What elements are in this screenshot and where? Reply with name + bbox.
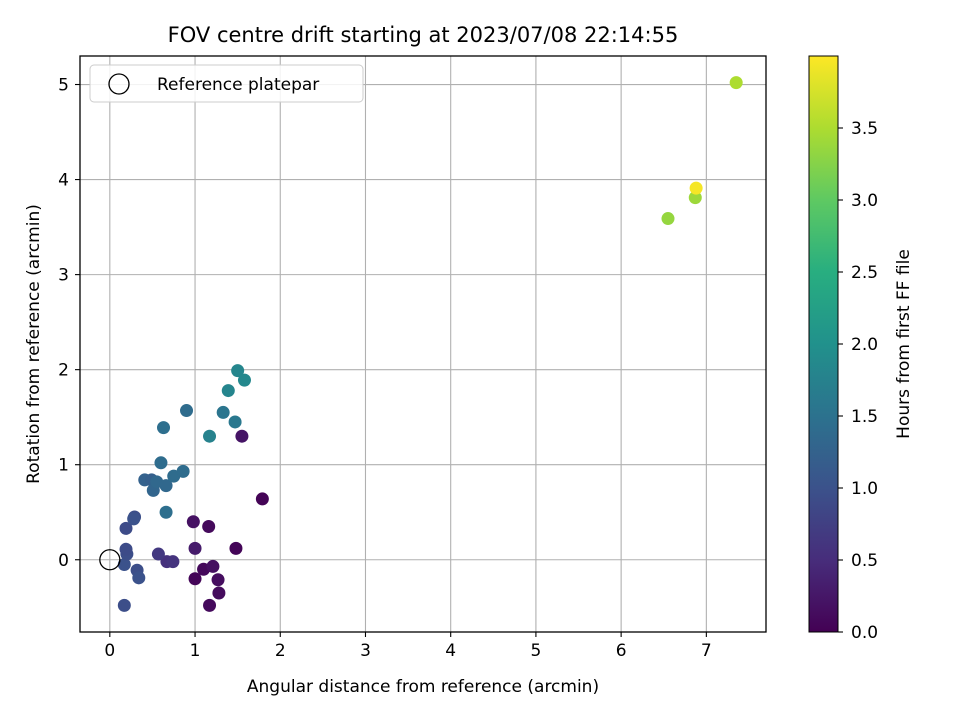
scatter-point xyxy=(188,541,202,555)
scatter-point xyxy=(154,456,168,470)
scatter-point xyxy=(211,573,225,587)
x-axis-label: Angular distance from reference (arcmin) xyxy=(247,677,599,697)
scatter-point xyxy=(661,212,675,226)
y-tick-label: 2 xyxy=(58,361,69,381)
plot-frame xyxy=(79,55,767,633)
scatter-point xyxy=(203,598,217,612)
scatter-point xyxy=(119,542,133,556)
scatter-point xyxy=(206,559,220,573)
y-axis-label: Rotation from reference (arcmin) xyxy=(24,204,44,484)
colorbar-tick-label: 0.5 xyxy=(851,551,878,571)
scatter-point xyxy=(202,519,216,533)
colorbar-tick-label: 0.0 xyxy=(851,623,878,643)
colorbar-tick-label: 3.5 xyxy=(851,119,878,139)
scatter-point xyxy=(216,405,230,419)
scatter-point xyxy=(159,479,173,493)
scatter-point xyxy=(166,555,180,569)
colorbar-label: Hours from first FF file xyxy=(894,249,914,439)
legend-marker xyxy=(108,73,130,95)
scatter-point xyxy=(729,76,743,90)
y-tick-label: 4 xyxy=(58,171,69,191)
scatter-point xyxy=(235,429,249,443)
scatter-point xyxy=(151,547,165,561)
scatter-point xyxy=(119,521,133,535)
colorbar-tick-label: 1.5 xyxy=(851,407,878,427)
chart-title: FOV centre drift starting at 2023/07/08 … xyxy=(168,23,679,47)
scatter-point xyxy=(688,191,702,205)
scatter-point xyxy=(228,415,242,429)
scatter-point xyxy=(229,541,243,555)
y-tick-label: 0 xyxy=(58,551,69,571)
x-tick-label: 5 xyxy=(530,641,541,661)
colorbar-tick-label: 3.0 xyxy=(851,191,878,211)
scatter-point xyxy=(157,421,171,435)
colorbar-tick-label: 2.0 xyxy=(851,335,878,355)
y-axis-ticks: 0 1 2 3 4 5 xyxy=(58,76,80,571)
scatter-point xyxy=(176,464,190,478)
x-tick-label: 3 xyxy=(360,641,371,661)
colorbar-ticks: 0.0 0.5 1.0 1.5 2.0 2.5 3.0 3.5 xyxy=(838,119,878,643)
scatter-point xyxy=(117,598,131,612)
legend: Reference platepar xyxy=(89,64,364,103)
scatter-point xyxy=(159,505,173,519)
x-tick-label: 2 xyxy=(275,641,286,661)
data-points xyxy=(117,76,743,612)
scatter-point xyxy=(221,384,235,398)
scatter-point xyxy=(127,512,141,526)
scatter-point xyxy=(188,572,202,586)
x-tick-label: 1 xyxy=(190,641,201,661)
scatter-point xyxy=(255,492,269,506)
scatter-point xyxy=(186,515,200,529)
scatter-point xyxy=(132,571,146,585)
x-axis-ticks: 0 1 2 3 4 5 6 7 xyxy=(104,632,712,661)
colorbar-gradient xyxy=(808,55,839,633)
legend-entry: Reference platepar xyxy=(157,75,319,95)
colorbar-tick-label: 2.5 xyxy=(851,263,878,283)
scatter-point xyxy=(180,404,194,418)
colorbar-tick-label: 1.0 xyxy=(851,479,878,499)
scatter-point xyxy=(117,558,131,572)
x-tick-label: 4 xyxy=(445,641,456,661)
y-tick-label: 5 xyxy=(58,76,69,96)
scatter-point xyxy=(203,429,217,443)
x-tick-label: 7 xyxy=(701,641,712,661)
reference-platepar-marker xyxy=(99,549,121,571)
grid xyxy=(80,56,766,632)
colorbar: 0.0 0.5 1.0 1.5 2.0 2.5 3.0 3.5 Hours from firs… xyxy=(808,55,914,643)
x-tick-label: 0 xyxy=(104,641,115,661)
scatter-point xyxy=(237,373,251,387)
scatter-point xyxy=(231,364,245,378)
legend-box xyxy=(89,64,364,103)
scatter-point xyxy=(689,181,703,195)
scatter-point xyxy=(212,586,226,600)
x-tick-label: 6 xyxy=(616,641,627,661)
y-tick-label: 1 xyxy=(58,456,69,476)
y-tick-label: 3 xyxy=(58,266,69,286)
